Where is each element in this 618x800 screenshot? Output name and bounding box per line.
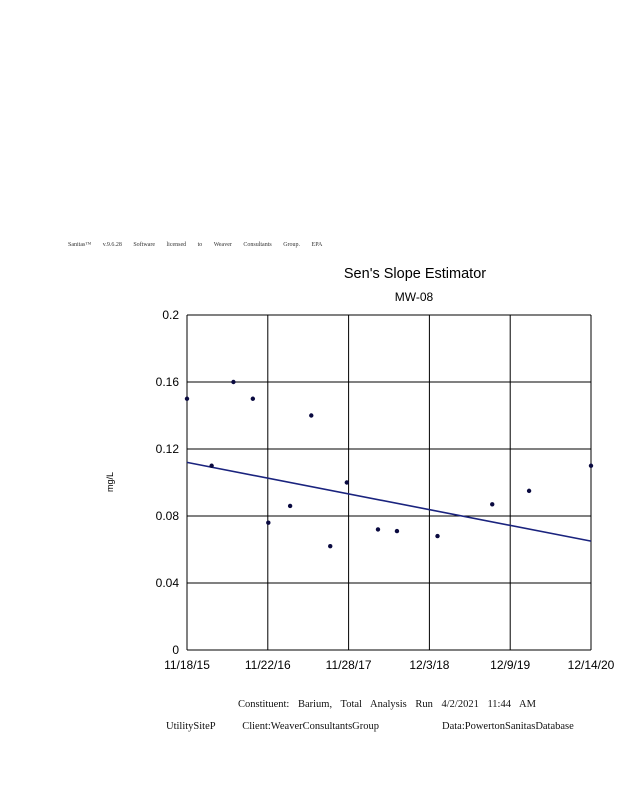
trend-layer (186, 461, 592, 542)
x-tick-label: 11/28/17 (326, 658, 372, 672)
x-tick-label: 12/3/18 (409, 658, 449, 672)
y-tick-label: 0.12 (156, 442, 180, 456)
y-tick-labels: 0 0.04 0.08 0.12 0.16 0.2 (156, 308, 180, 657)
y-tick-label: 0 (172, 643, 179, 657)
footer-constituent-line: Constituent: Barium, Total Analysis Run … (238, 699, 536, 710)
data-point (209, 463, 214, 468)
footer-database: Data:PowertonSanitasDatabase (442, 721, 574, 732)
data-point (328, 543, 333, 549)
data-point (231, 379, 236, 385)
data-point (394, 528, 400, 534)
data-point (588, 463, 594, 468)
chart-subtitle: MW-08 (395, 290, 434, 304)
chart-title: Sen's Slope Estimator (344, 266, 486, 282)
x-tick-label: 12/9/19 (490, 658, 530, 672)
y-tick-label: 0.2 (162, 308, 179, 322)
y-tick-label: 0.04 (156, 576, 180, 590)
data-point (309, 413, 314, 418)
software-license-line: Sanitas™ v.9.6.28 Software licensed to W… (68, 242, 323, 248)
data-point (344, 480, 350, 485)
data-points (184, 379, 594, 549)
data-point (375, 527, 381, 532)
sens-slope-trend-line (186, 461, 592, 542)
y-tick-label: 0.16 (156, 375, 180, 389)
data-point (526, 488, 532, 494)
y-tick-label: 0.08 (156, 509, 180, 523)
data-point (287, 503, 293, 509)
data-point (250, 396, 256, 401)
data-point (184, 396, 190, 401)
footer-site-line: UtilitySiteP Client:WeaverConsultantsGro… (166, 721, 397, 732)
x-tick-labels: 11/18/15 11/22/16 11/28/17 12/3/18 12/9/19 12… (164, 658, 615, 672)
data-point (490, 502, 495, 507)
grid-layer (186, 314, 592, 651)
data-point (435, 533, 440, 539)
y-axis-label: mg/L (105, 472, 115, 492)
footer-site: UtilitySiteP (166, 721, 216, 732)
footer-client: Client:WeaverConsultantsGroup (242, 721, 380, 732)
x-tick-label: 11/18/15 (164, 658, 210, 672)
data-point (266, 520, 271, 525)
x-tick-label: 11/22/16 (245, 658, 291, 672)
x-tick-label: 12/14/20 (568, 658, 615, 672)
